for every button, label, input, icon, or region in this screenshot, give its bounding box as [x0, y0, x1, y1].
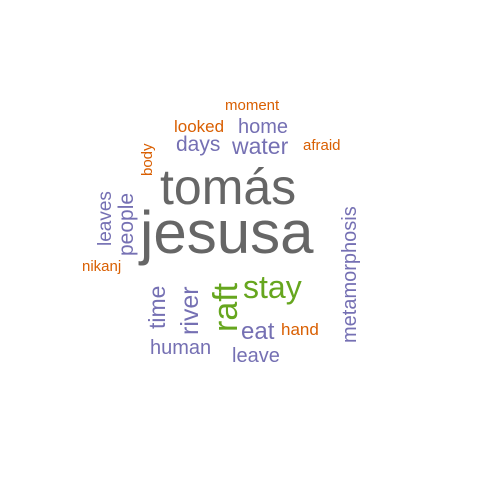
word-people: people — [115, 192, 138, 256]
word-eat: eat — [241, 318, 275, 345]
word-hand: hand — [281, 320, 319, 339]
word-metamorphosis: metamorphosis — [339, 206, 361, 343]
word-human: human — [150, 337, 212, 359]
word-time: time — [144, 285, 170, 329]
word-days: days — [176, 133, 221, 156]
word-leaves: leaves — [95, 191, 116, 246]
word-jesusa: jesusa — [140, 199, 314, 266]
word-home: home — [238, 116, 289, 138]
word-afraid: afraid — [303, 137, 341, 154]
word-leave: leave — [232, 345, 280, 367]
word-moment: moment — [225, 97, 280, 114]
word-river: river — [176, 286, 204, 335]
word-nikanj: nikanj — [82, 258, 122, 275]
word-tomas: tomás — [160, 159, 297, 215]
word-stay: stay — [243, 269, 302, 305]
word-raft: raft — [207, 282, 245, 332]
word-body: body — [139, 143, 156, 176]
word-water: water — [232, 133, 289, 159]
word-looked: looked — [174, 117, 225, 136]
